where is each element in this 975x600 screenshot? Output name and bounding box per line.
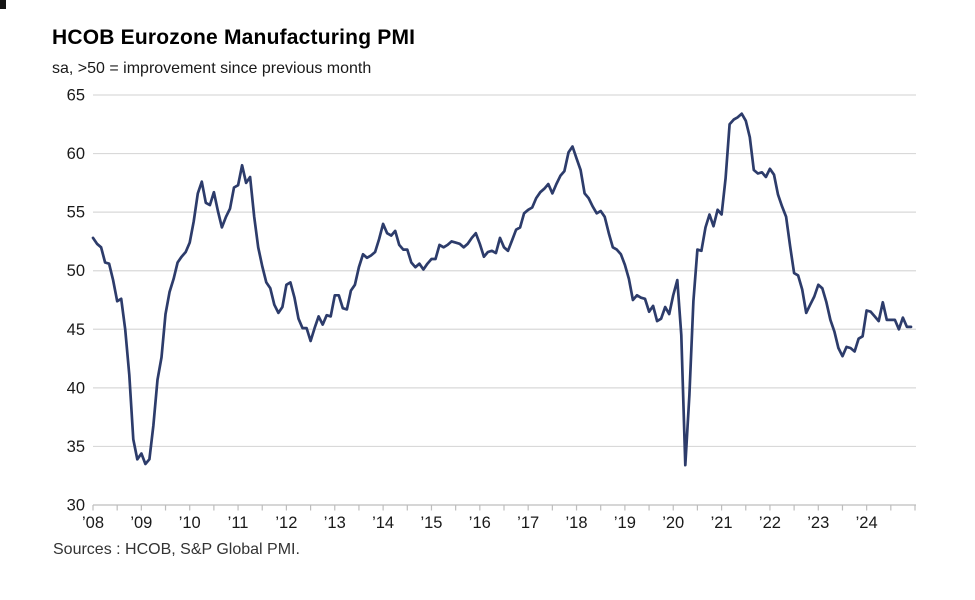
x-axis-label: ’21 [711, 514, 733, 532]
y-axis-label: 35 [67, 438, 85, 456]
chart-title: HCOB Eurozone Manufacturing PMI [52, 26, 416, 49]
y-axis-label: 50 [67, 262, 85, 280]
x-axis-label: ’10 [179, 514, 201, 532]
corner-mark [0, 0, 6, 9]
x-axis-label: ’16 [469, 514, 491, 532]
x-axis-label: ’22 [759, 514, 781, 532]
chart-source: Sources : HCOB, S&P Global PMI. [53, 541, 300, 558]
y-axis-label: 60 [67, 145, 85, 163]
y-axis-label: 40 [67, 379, 85, 397]
x-axis-label: ’19 [614, 514, 636, 532]
x-axis-label: ’18 [566, 514, 588, 532]
pmi-series-line [91, 112, 913, 467]
x-axis-label: ’13 [324, 514, 346, 532]
y-axis-label: 30 [67, 497, 85, 515]
x-axis-label: ’08 [82, 514, 104, 532]
x-axis-label: ’17 [517, 514, 539, 532]
y-axis-label: 55 [67, 204, 85, 222]
x-axis-label: ’12 [275, 514, 297, 532]
x-axis-label: ’23 [807, 514, 829, 532]
x-axis-label: ’15 [420, 514, 442, 532]
x-axis-label: ’20 [662, 514, 684, 532]
y-axis-label: 45 [67, 321, 85, 339]
x-axis-label: ’24 [856, 514, 878, 532]
y-axis-label: 65 [67, 87, 85, 105]
x-axis-label: ’09 [130, 514, 152, 532]
x-axis-label: ’11 [228, 514, 249, 532]
chart-subtitle: sa, >50 = improvement since previous mon… [52, 60, 372, 77]
x-axis-label: ’14 [372, 514, 394, 532]
